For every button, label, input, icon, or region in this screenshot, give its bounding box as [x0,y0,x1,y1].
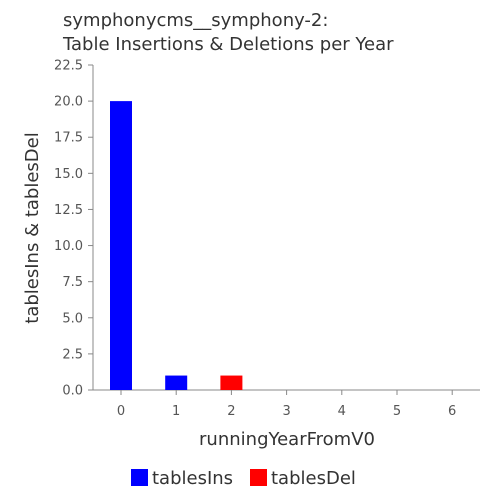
legend-label-tablesDel: tablesDel [271,468,356,489]
x-tick-label: 0 [117,404,125,419]
chart-title-line-2: Table Insertions & Deletions per Year [62,34,394,55]
y-tick-label: 12.5 [54,203,83,218]
ticks: 0.0 2.5 5.0 7.5 10.0 12.5 15.0 17.5 20.0 22.5 0 1 2 3… [54,59,456,420]
legend-swatch-tablesIns [131,469,148,486]
x-tick-label: 6 [448,404,456,419]
bars [110,101,243,390]
y-axis-title: tablesIns & tablesDel [22,132,43,323]
y-tick-label: 0.0 [62,384,83,399]
y-tick-label: 22.5 [54,59,83,74]
x-tick-label: 1 [172,404,180,419]
bar-tablesIns-1 [165,375,188,390]
legend-label-tablesIns: tablesIns [152,468,233,489]
chart-title: symphonycms__symphony-2: Table Insertion… [62,10,394,55]
y-tick-label: 20.0 [54,95,83,110]
x-tick-label: 5 [393,404,401,419]
y-tick-label: 10.0 [54,239,83,254]
axes [92,65,480,391]
y-tick-label: 2.5 [62,347,83,362]
bar-tablesDel-2 [220,375,243,390]
x-tick-label: 3 [282,404,290,419]
x-tick-label: 2 [227,404,235,419]
x-axis-title: runningYearFromV0 [199,429,375,450]
y-tick-label: 15.0 [54,167,83,182]
chart-title-line-1: symphonycms__symphony-2: [63,10,328,31]
y-tick-label: 5.0 [62,311,83,326]
y-tick-label: 7.5 [62,275,83,290]
y-tick-label: 17.5 [54,131,83,146]
x-tick-label: 4 [338,404,346,419]
legend-swatch-tablesDel [250,469,267,486]
legend: tablesIns tablesDel [131,468,356,489]
bar-tablesIns-0 [110,101,132,390]
